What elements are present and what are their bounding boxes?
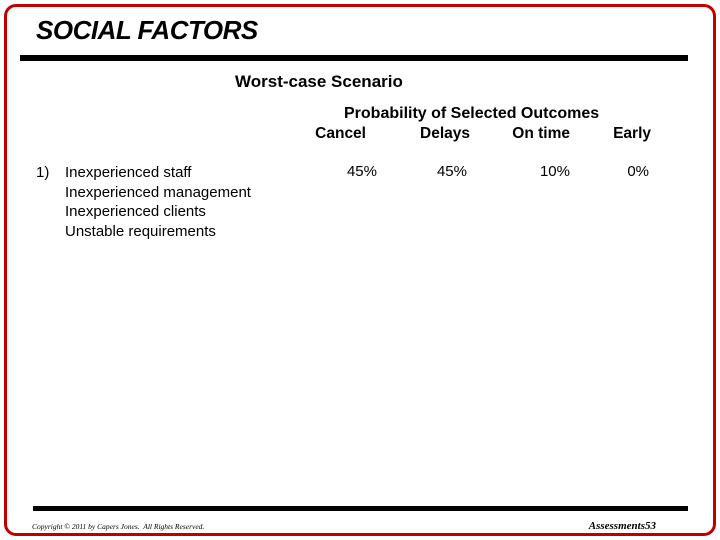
outcomes-table-header: Probability of Selected Outcomes [344, 105, 600, 122]
page-number-label: Assessments53 [588, 520, 656, 532]
column-header-on-time: On time [512, 125, 570, 142]
list-item-number: 1) [36, 164, 50, 181]
footer-divider [33, 506, 688, 511]
page-title: SOCIAL FACTORS [36, 15, 258, 45]
value-delays: 45% [436, 163, 467, 180]
slide-subtitle: Worst-case Scenario [235, 72, 403, 91]
column-header-early: Early [613, 125, 651, 142]
factor-line: Inexperienced management [65, 183, 251, 201]
value-cancel: 45% [346, 163, 377, 180]
value-early: 0% [627, 163, 649, 180]
factor-line: Inexperienced clients [65, 203, 206, 220]
title-divider [20, 55, 688, 61]
value-on-time: 10% [539, 163, 570, 180]
factor-line: Inexperienced staff [65, 164, 192, 181]
factor-line: Unstable requirements [65, 222, 216, 240]
column-header-delays: Delays [420, 125, 470, 142]
copyright-notice: Copyright © 2011 by Capers Jones. All Ri… [32, 522, 205, 531]
factor-lines: Inexperienced staff Inexperienced manage… [65, 163, 251, 241]
column-header-cancel: Cancel [315, 125, 366, 142]
factors-list: 1) Inexperienced staff Inexperienced man… [36, 163, 251, 241]
